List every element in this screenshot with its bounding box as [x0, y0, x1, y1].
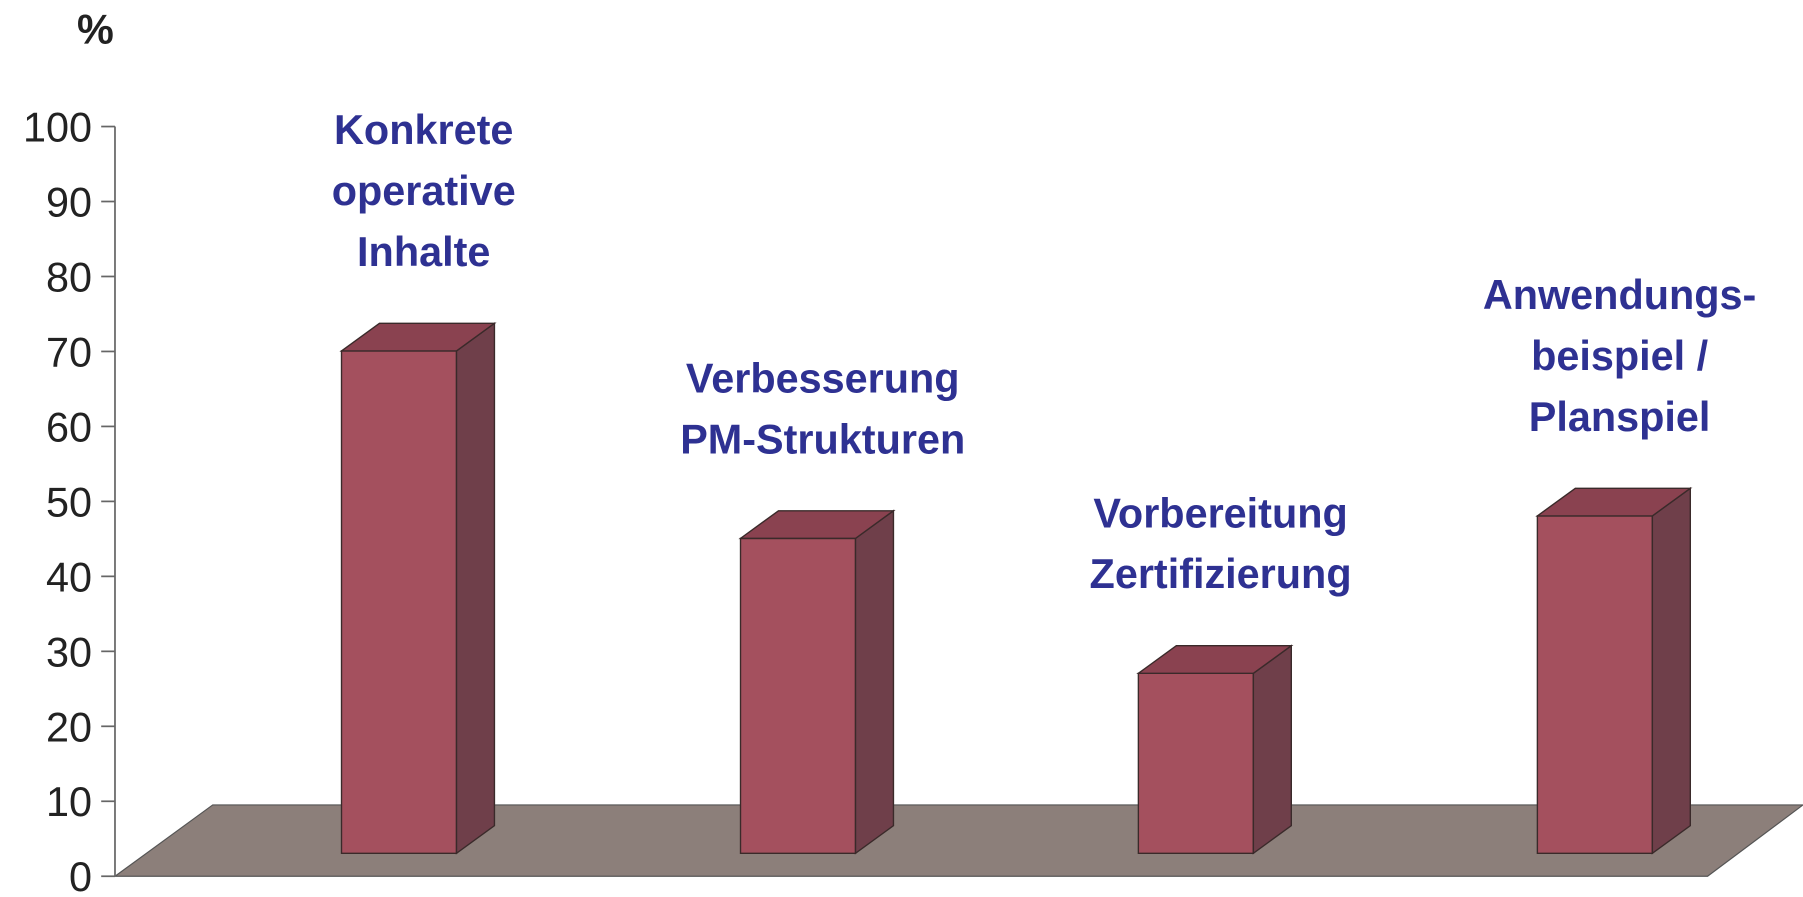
bar-side: [1652, 488, 1690, 853]
y-tick-label: 10: [46, 779, 92, 825]
y-tick-label: 50: [46, 479, 92, 525]
bar: [342, 323, 495, 853]
bar-side: [1253, 646, 1291, 854]
y-tick-label: 20: [46, 704, 92, 750]
bar-front: [342, 351, 457, 853]
bar-side: [856, 511, 894, 853]
bar-side: [456, 323, 494, 853]
category-label: Konkrete: [334, 107, 513, 153]
chart: % 0 10 20 30 40 50 60 70 80 90 100 Konkrete operativ…: [0, 0, 1803, 897]
page: % 0 10 20 30 40 50 60 70 80 90 100 Konkrete operativ…: [0, 0, 1803, 897]
y-tick-label: 0: [69, 854, 92, 897]
bar: [1537, 488, 1690, 853]
category-label: Zertifizierung: [1090, 551, 1352, 597]
bar-front: [1138, 673, 1253, 853]
category-label: Inhalte: [357, 229, 490, 275]
y-tick-label: 30: [46, 629, 92, 675]
y-tick-label: 70: [46, 329, 92, 375]
y-tick-label: 90: [46, 179, 92, 225]
y-tick-label: 80: [46, 254, 92, 300]
y-tick-label: 100: [23, 104, 92, 150]
category-label: Verbesserung: [686, 355, 960, 401]
bar: [1138, 646, 1291, 854]
category-label: PM-Strukturen: [680, 416, 965, 462]
bar-front: [741, 538, 856, 853]
y-tick-label: 40: [46, 554, 92, 600]
y-tick-label: 60: [46, 404, 92, 450]
category-label: Anwendungs-: [1483, 272, 1757, 318]
category-label: beispiel /: [1531, 333, 1709, 379]
y-axis-label: %: [77, 7, 114, 53]
bar-front: [1537, 516, 1652, 853]
category-label: Planspiel: [1529, 394, 1711, 440]
bar: [741, 511, 894, 853]
category-label: Vorbereitung: [1093, 490, 1347, 536]
category-label: operative: [332, 168, 516, 214]
